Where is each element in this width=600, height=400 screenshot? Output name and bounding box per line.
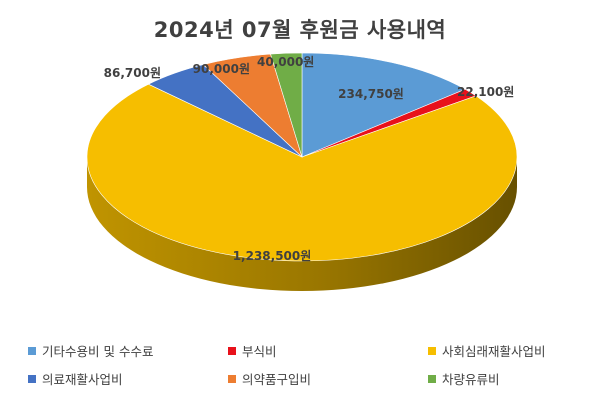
data-labels: 234,750원 22,100원 1,238,500원 86,700원 90,000원 4… bbox=[104, 55, 515, 263]
legend-item-food: 부식비 bbox=[228, 341, 428, 360]
legend-label: 의료재활사업비 bbox=[42, 372, 123, 387]
legend-item-medical-rehab: 의료재활사업비 bbox=[28, 369, 228, 388]
data-label-5: 40,000원 bbox=[257, 55, 314, 69]
legend-label: 사회심래재활사업비 bbox=[442, 344, 546, 359]
pie-slice-2 bbox=[86, 83, 518, 262]
legend-swatch bbox=[28, 346, 36, 355]
legend-label: 의약품구입비 bbox=[242, 372, 312, 387]
legend-item-misc-fees: 기타수용비 및 수수료 bbox=[28, 341, 228, 360]
data-label-3: 86,700원 bbox=[104, 66, 161, 80]
pie-side-2 bbox=[87, 157, 517, 291]
data-label-1: 22,100원 bbox=[457, 85, 514, 99]
legend-swatch bbox=[428, 346, 436, 355]
legend-item-rehab-program: 사회심래재활사업비 bbox=[428, 341, 588, 360]
data-label-2: 1,238,500원 bbox=[233, 249, 312, 263]
pie-top bbox=[86, 52, 518, 262]
legend-label: 차량유류비 bbox=[442, 372, 500, 387]
legend-label: 기타수용비 및 수수료 bbox=[42, 344, 154, 359]
data-label-4: 90,000원 bbox=[193, 62, 250, 76]
legend-swatch bbox=[228, 346, 236, 355]
pie-slice-0 bbox=[301, 52, 466, 158]
pie-side-walls bbox=[87, 157, 517, 291]
chart-title: 2024년 07월 후원금 사용내역 bbox=[153, 18, 447, 42]
legend-swatch bbox=[428, 374, 436, 383]
legend-swatch bbox=[28, 374, 36, 383]
legend-item-fuel: 차량유류비 bbox=[428, 369, 588, 388]
legend: 기타수용비 및 수수료 부식비 사회심래재활사업비 의료재활사업비 의약품구입비… bbox=[28, 341, 588, 388]
legend-swatch bbox=[228, 374, 236, 383]
pie-slice-5 bbox=[270, 52, 303, 158]
data-label-0: 234,750원 bbox=[338, 87, 404, 101]
legend-item-medicine: 의약품구입비 bbox=[228, 369, 428, 388]
legend-label: 부식비 bbox=[242, 344, 277, 359]
